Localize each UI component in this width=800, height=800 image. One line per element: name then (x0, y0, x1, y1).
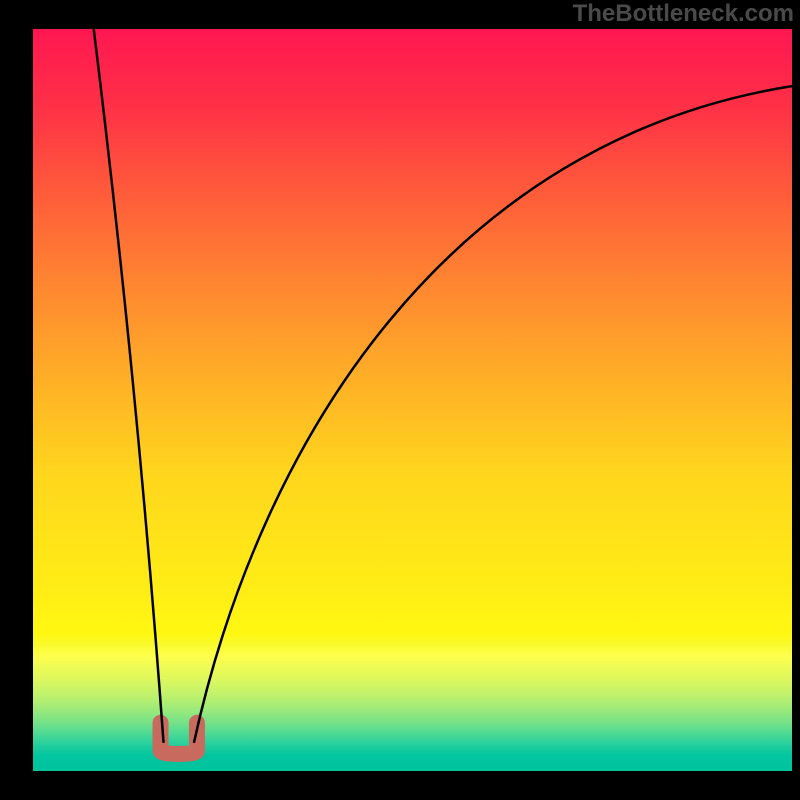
curve-right-branch (194, 86, 792, 743)
plot-area (33, 29, 792, 771)
figure-root: TheBottleneck.com (0, 0, 800, 800)
curve-left-branch (94, 29, 164, 743)
curve-layer (33, 29, 792, 771)
attribution-text: TheBottleneck.com (573, 0, 794, 28)
dip-marker (161, 723, 197, 754)
